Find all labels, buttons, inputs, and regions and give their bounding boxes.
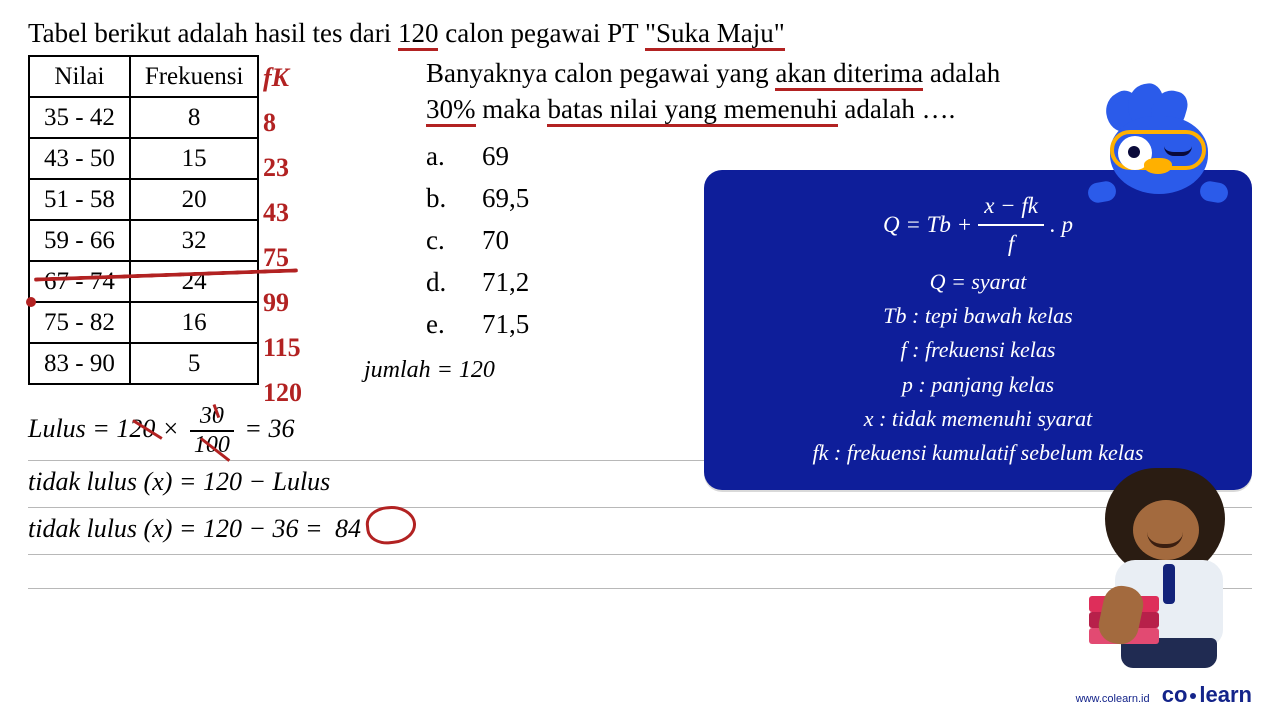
text: maka	[476, 94, 548, 124]
text: adalah ….	[838, 94, 956, 124]
jumlah-label: jumlah = 120	[364, 357, 495, 384]
table-row: 75 - 8216	[29, 302, 258, 343]
option-label: a.	[426, 141, 454, 172]
fk-value: 23	[263, 145, 302, 190]
col-header-nilai: Nilai	[29, 56, 130, 97]
fk-header: fK	[263, 55, 302, 100]
cell: 35 - 42	[29, 97, 130, 138]
frequency-table: Nilai Frekuensi 35 - 428 43 - 5015 51 - …	[28, 55, 259, 385]
cell: 32	[130, 220, 259, 261]
fraction: x − fk f	[978, 188, 1044, 261]
cell: 16	[130, 302, 259, 343]
cell: 67 - 74	[29, 261, 130, 302]
fk-value: 115	[263, 325, 302, 370]
option-label: e.	[426, 309, 454, 340]
bird-mascot-icon	[1088, 96, 1238, 206]
option-label: b.	[426, 183, 454, 214]
fraction-num: 30	[190, 403, 234, 432]
text: Q = Tb +	[883, 207, 972, 243]
brand-name-b: learn	[1199, 682, 1252, 707]
option-value: 71,5	[482, 309, 529, 340]
text: . p	[1050, 207, 1073, 243]
fk-value: 43	[263, 190, 302, 235]
text: Tabel berikut adalah hasil tes dari	[28, 18, 398, 48]
student-mascot-icon	[1087, 468, 1252, 678]
dot-icon	[1190, 693, 1196, 699]
table-row: 59 - 6632	[29, 220, 258, 261]
underlined-company: "Suka Maju"	[645, 18, 785, 51]
text: tidak lulus (x) = 120 − 36 =	[28, 514, 323, 543]
brand-url: www.colearn.id	[1076, 693, 1150, 705]
table-area: Nilai Frekuensi 35 - 428 43 - 5015 51 - …	[28, 55, 408, 385]
def-line: p : panjang kelas	[728, 368, 1228, 402]
cell: 75 - 82	[29, 302, 130, 343]
cell: 59 - 66	[29, 220, 130, 261]
fk-value: 99	[263, 280, 302, 325]
cell: 8	[130, 97, 259, 138]
underlined-phrase: akan diterima	[775, 58, 923, 91]
blank-line	[28, 555, 1252, 589]
col-header-frekuensi: Frekuensi	[130, 56, 259, 97]
table-row: 35 - 428	[29, 97, 258, 138]
underlined-percent: 30%	[426, 94, 476, 127]
cell: 83 - 90	[29, 343, 130, 384]
text: Lulus = 120 ×	[28, 414, 179, 443]
option-value: 70	[482, 225, 509, 256]
text: adalah	[923, 58, 1000, 88]
red-dot	[26, 297, 36, 307]
def-line: fk : frekuensi kumulatif sebelum kelas	[728, 436, 1228, 470]
underlined-phrase: batas nilai yang memenuhi	[547, 94, 837, 127]
option-value: 69,5	[482, 183, 529, 214]
cell: 43 - 50	[29, 138, 130, 179]
fk-annotations: fK 8 23 43 75 99 115 120	[263, 55, 302, 415]
text: tidak lulus (x) = 120 − Lulus	[28, 467, 330, 496]
def-line: Tb : tepi bawah kelas	[728, 299, 1228, 333]
fk-value: 8	[263, 100, 302, 145]
red-circle-icon	[364, 503, 418, 546]
brand-name-a: co	[1162, 682, 1188, 707]
text: calon pegawai PT	[438, 18, 644, 48]
def-line: Q = syarat	[728, 265, 1228, 299]
option-value: 69	[482, 141, 509, 172]
def-line: x : tidak memenuhi syarat	[728, 402, 1228, 436]
cell: 15	[130, 138, 259, 179]
brand-logo: www.colearn.id colearn	[1076, 682, 1252, 708]
formula-card: Q = Tb + x − fk f . p Q = syarat Tb : te…	[704, 170, 1252, 490]
cell: 5	[130, 343, 259, 384]
question-line-2: Banyaknya calon pegawai yang akan diteri…	[426, 55, 1252, 91]
fraction-num: x − fk	[978, 188, 1044, 226]
work-tidak-2: tidak lulus (x) = 120 − 36 = 84	[28, 508, 1252, 555]
option-label: d.	[426, 267, 454, 298]
fraction-den: f	[978, 226, 1044, 262]
text: Banyaknya calon pegawai yang	[426, 58, 775, 88]
table-row: 83 - 905	[29, 343, 258, 384]
option-value: 71,2	[482, 267, 529, 298]
underlined-number: 120	[398, 18, 439, 51]
cell: 51 - 58	[29, 179, 130, 220]
formula-definitions: Q = syarat Tb : tepi bawah kelas f : fre…	[728, 265, 1228, 470]
table-row: 51 - 5820	[29, 179, 258, 220]
table-row: 67 - 7424	[29, 261, 258, 302]
fraction: 30 100	[190, 403, 234, 459]
answer-84: 84	[335, 514, 361, 543]
table-row: 43 - 5015	[29, 138, 258, 179]
def-line: f : frekuensi kelas	[728, 333, 1228, 367]
cell: 24	[130, 261, 259, 302]
option-label: c.	[426, 225, 454, 256]
prompt-line-1: Tabel berikut adalah hasil tes dari 120 …	[28, 18, 1252, 49]
cell: 20	[130, 179, 259, 220]
text: = 36	[244, 414, 294, 443]
